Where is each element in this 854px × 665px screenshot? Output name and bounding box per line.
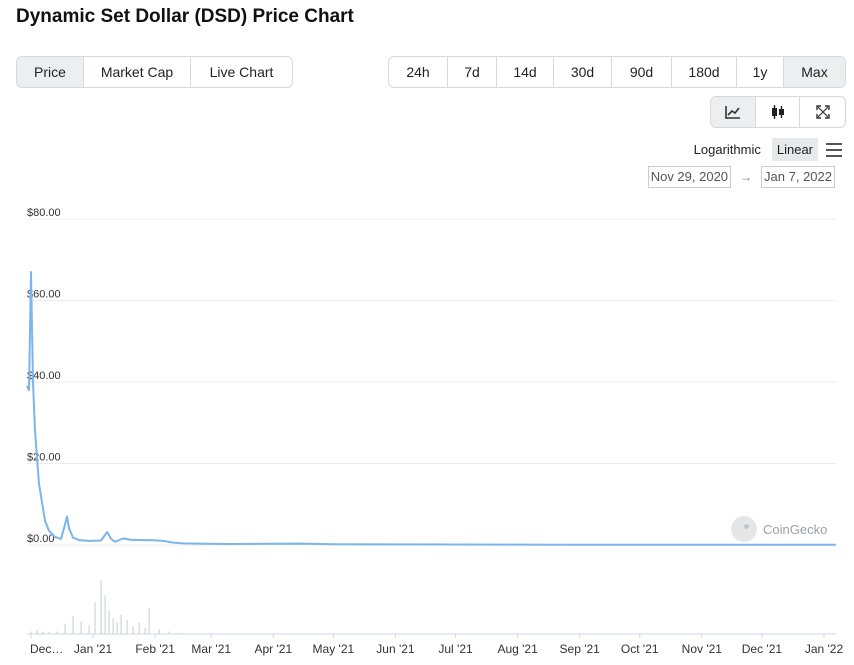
- x-tick-label: Nov '21: [682, 642, 723, 656]
- logarithmic-button[interactable]: Logarithmic: [693, 142, 761, 157]
- candlestick-icon: [771, 105, 784, 119]
- volume-bar: [94, 601, 96, 634]
- x-tick-label: Jan '21: [74, 642, 113, 656]
- y-tick-label: $80.00: [27, 207, 61, 219]
- volume-bar: [72, 616, 74, 634]
- time-range-buttons: 24h 7d 14d 30d 90d 180d 1y Max: [388, 56, 846, 88]
- range-14d-button[interactable]: 14d: [497, 57, 554, 87]
- y-axis-ticks: $80.00 $60.00 $40.00 $20.00 $0.00: [27, 207, 61, 545]
- scale-toggle: Logarithmic Linear: [689, 138, 842, 161]
- volume-bar: [42, 631, 44, 634]
- range-1y-button[interactable]: 1y: [737, 57, 784, 87]
- volume-bar: [64, 623, 66, 634]
- x-tick-label: Dec…: [30, 642, 63, 656]
- page-title: Dynamic Set Dollar (DSD) Price Chart: [16, 6, 354, 27]
- date-range: Nov 29, 2020 → Jan 7, 2022: [647, 166, 835, 188]
- volume-bar: [116, 622, 118, 634]
- range-30d-button[interactable]: 30d: [554, 57, 612, 87]
- volume-bars: [30, 580, 182, 634]
- watermark-text: CoinGecko: [763, 521, 828, 537]
- volume-bar: [88, 625, 90, 634]
- candlestick-button[interactable]: [756, 97, 801, 127]
- volume-bar: [138, 622, 140, 634]
- volume-bar: [144, 627, 146, 634]
- volume-bar: [132, 626, 134, 634]
- coingecko-watermark: CoinGecko: [731, 516, 827, 542]
- volume-bar: [36, 630, 38, 634]
- coingecko-logo-icon: [731, 516, 757, 542]
- price-chart: $80.00 $60.00 $40.00 $20.00 $0.00 Dec… Jan '2…: [26, 207, 843, 656]
- grid-lines: [27, 218, 836, 635]
- price-line: [26, 271, 836, 546]
- volume-bar: [120, 614, 122, 634]
- x-tick-label: Dec '21: [742, 642, 783, 656]
- range-7d-button[interactable]: 7d: [448, 57, 497, 87]
- volume-bar: [112, 618, 114, 634]
- x-tick-label: May '21: [313, 642, 355, 656]
- volume-bar: [158, 628, 160, 634]
- range-90d-button[interactable]: 90d: [612, 57, 672, 87]
- volume-bar: [48, 632, 50, 634]
- line-chart-icon: [725, 106, 740, 119]
- tab-price[interactable]: Price: [17, 57, 84, 87]
- price-series: [26, 271, 836, 546]
- linear-button[interactable]: Linear: [771, 138, 818, 161]
- range-180d-button[interactable]: 180d: [672, 57, 737, 87]
- y-tick-label: $0.00: [27, 533, 55, 545]
- y-tick-label: $60.00: [27, 289, 61, 301]
- tab-live-chart[interactable]: Live Chart: [209, 64, 274, 80]
- volume-bar: [148, 608, 150, 634]
- x-tick-label: Jan '22: [805, 642, 844, 656]
- x-tick-label: Jul '21: [438, 642, 473, 656]
- tab-market-cap[interactable]: Market Cap: [84, 57, 191, 87]
- y-tick-label: $40.00: [27, 370, 61, 382]
- x-tick-label: Feb '21: [135, 642, 175, 656]
- volume-bar: [56, 631, 58, 634]
- y-tick-label: $20.00: [27, 452, 61, 464]
- volume-bar: [180, 632, 182, 634]
- volume-bar: [104, 595, 106, 634]
- range-24h-button[interactable]: 24h: [389, 57, 448, 87]
- x-tick-label: Sep '21: [560, 642, 601, 656]
- x-tick-label: Oct '21: [621, 642, 659, 656]
- date-from-input[interactable]: Nov 29, 2020: [647, 166, 732, 188]
- x-tick-label: Mar '21: [191, 642, 231, 656]
- chart-view-buttons: [710, 96, 846, 128]
- volume-bar: [126, 619, 128, 634]
- x-axis-ticks: Dec… Jan '21 Feb '21 Mar '21 Apr '21 May '21 J…: [30, 634, 843, 656]
- hamburger-menu-icon[interactable]: [826, 142, 842, 157]
- volume-bar: [168, 631, 170, 634]
- range-max-button[interactable]: Max: [784, 57, 845, 87]
- line-chart-button[interactable]: [711, 97, 756, 127]
- x-tick-label: Aug '21: [497, 642, 538, 656]
- arrow-right-icon: →: [740, 170, 753, 184]
- fullscreen-icon: [815, 105, 830, 119]
- fullscreen-button[interactable]: [800, 97, 845, 127]
- date-to-input[interactable]: Jan 7, 2022: [761, 166, 835, 188]
- x-tick-label: Jun '21: [376, 642, 415, 656]
- chart-type-tabs: Price Market Cap Live Chart: [16, 56, 293, 88]
- volume-bar: [100, 580, 102, 634]
- x-tick-label: Apr '21: [254, 642, 292, 656]
- volume-bar: [108, 610, 110, 634]
- volume-bar: [30, 631, 32, 634]
- volume-bar: [80, 621, 82, 634]
